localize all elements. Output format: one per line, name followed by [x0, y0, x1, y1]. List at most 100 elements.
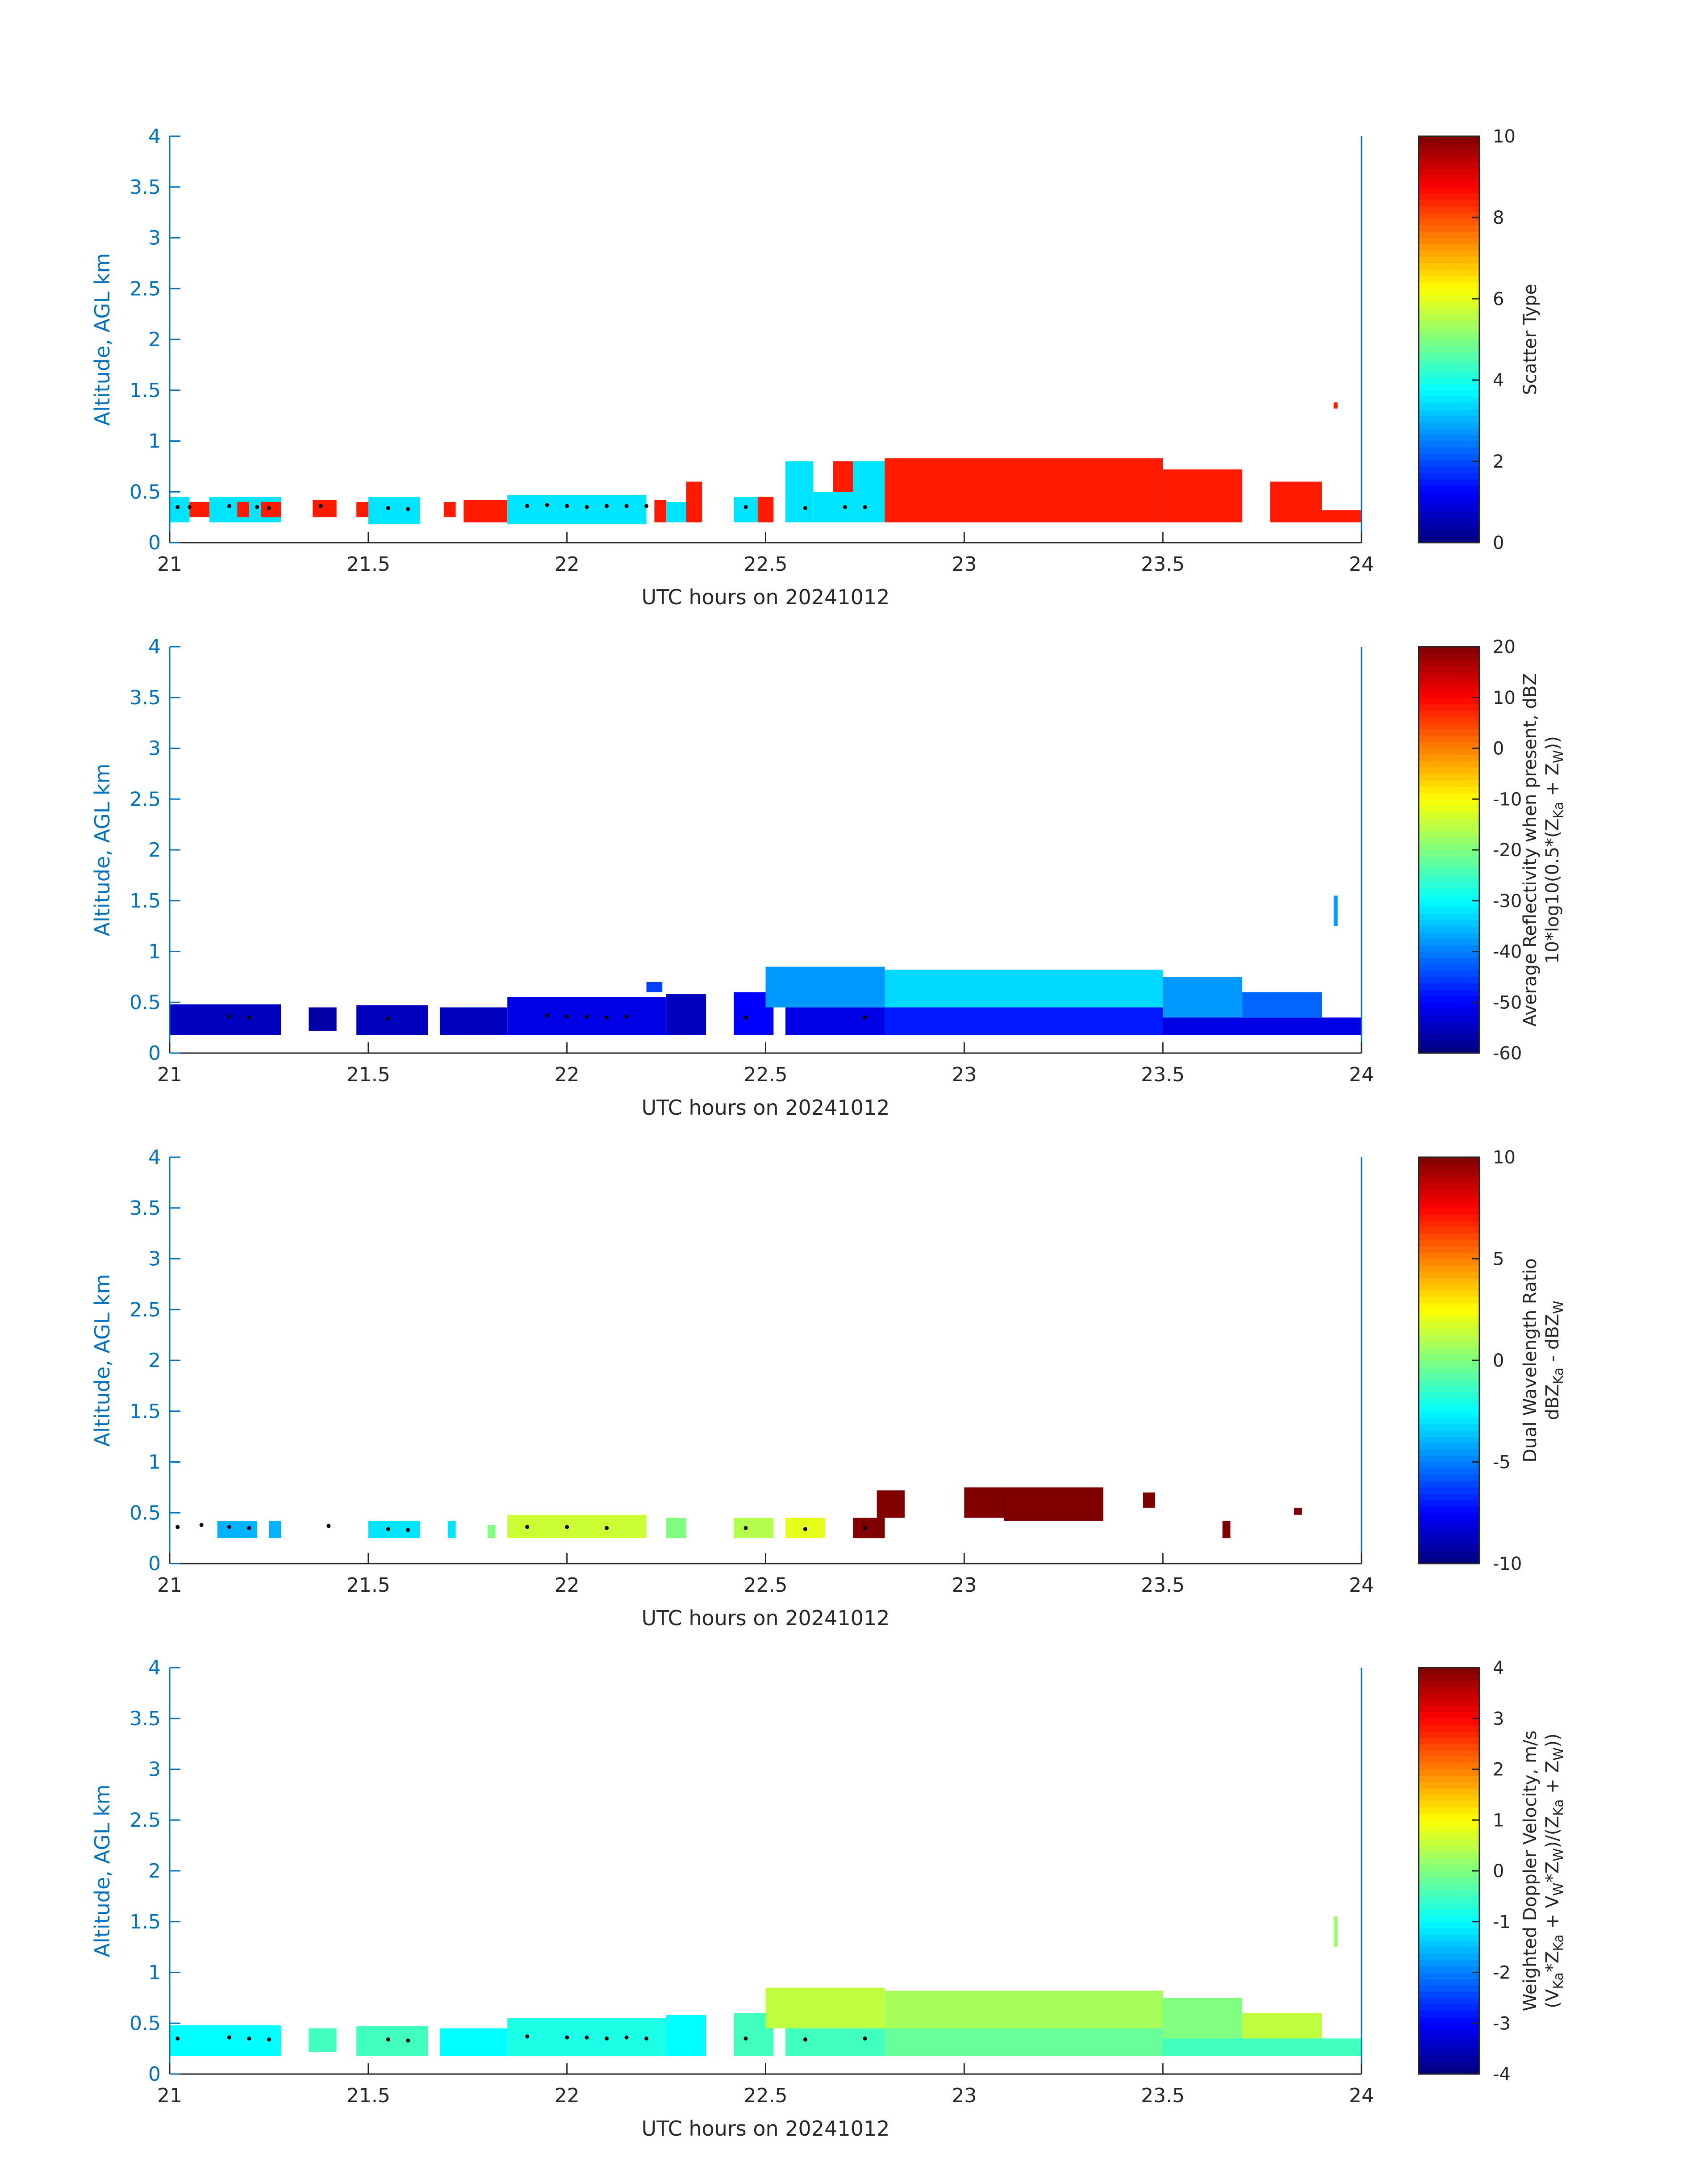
colorbar-frame [1418, 135, 1480, 544]
colorbar-segment [1419, 244, 1479, 251]
x-tick-label: 23.5 [1141, 1063, 1185, 1086]
y-tick-label: 2 [148, 328, 161, 351]
colorbar-segment [1419, 1769, 1479, 1776]
layer-top-dot [624, 504, 629, 508]
colorbar-segment [1419, 926, 1479, 933]
layer-top-dots [175, 503, 867, 511]
heatmap-cell [666, 1518, 686, 1539]
x-axis-label: UTC hours on 20241012 [642, 1096, 890, 1120]
colorbar-label: Weighted Doppler Velocity, m/s (VKa*ZKa +… [1520, 1731, 1566, 2012]
x-tick-label: 21.5 [347, 1574, 390, 1597]
heatmap-cell [217, 1521, 257, 1539]
colorbar-segment [1419, 1034, 1479, 1041]
colorbar-segment [1419, 460, 1479, 467]
colorbar-segment [1419, 989, 1479, 996]
colorbar-segment [1419, 1002, 1479, 1009]
colorbar-segment [1419, 685, 1479, 692]
x-axis-label: UTC hours on 20241012 [642, 2116, 890, 2141]
colorbar-segment [1419, 2049, 1479, 2055]
x-tick-label: 21.5 [347, 1063, 390, 1086]
colorbar-segment [1419, 1712, 1479, 1719]
colorbar-segment [1419, 900, 1479, 908]
colorbar-segment [1419, 1271, 1479, 1278]
colorbar-segment [1419, 1750, 1479, 1757]
colorbar-segment [1419, 907, 1479, 914]
layer-top-dot [863, 1526, 867, 1530]
colorbar-segment [1419, 850, 1479, 857]
colorbar-segment [1419, 1259, 1479, 1266]
heatmap-cell [877, 1490, 905, 1518]
colorbar-segment [1419, 831, 1479, 838]
x-tick-label: 21.5 [347, 553, 390, 576]
colorbar-tick-label: 4 [1493, 370, 1504, 391]
colorbar-segment [1419, 2061, 1479, 2068]
colorbar-tick-label: 20 [1493, 637, 1516, 657]
heatmap-cell [507, 1514, 647, 1539]
colorbar-segment [1419, 1157, 1479, 1164]
layer-top-dot [255, 505, 259, 509]
colorbar-segment [1419, 1443, 1479, 1450]
x-tick-label: 21 [157, 1063, 182, 1086]
x-tick-label: 24 [1349, 1063, 1374, 1086]
layer-top-dot [406, 2038, 410, 2043]
colorbar-segment [1419, 983, 1479, 990]
heatmap-cell [309, 2028, 337, 2052]
layer-top-dot [318, 504, 323, 508]
colorbar: 0 2 4 6 8 10 Scatter Type [1418, 126, 1541, 553]
colorbar-segment [1419, 729, 1479, 736]
colorbar-tick-label: -2 [1493, 1963, 1511, 1983]
colorbar-segment [1419, 837, 1479, 844]
heatmap-cell [686, 481, 702, 523]
y-tick-label: 0.5 [129, 1501, 161, 1524]
layer-top-dot [386, 1016, 390, 1021]
colorbar-segment [1419, 377, 1479, 385]
colorbar-segment [1419, 1385, 1479, 1393]
layer-top-dot [605, 2036, 609, 2041]
layer-top-dot [605, 1526, 609, 1530]
y-tick-label: 0 [148, 1042, 161, 1065]
heatmap-cell [309, 1007, 337, 1031]
colorbar-segment [1419, 1668, 1479, 1674]
colorbar-segment [1419, 492, 1479, 499]
colorbar-segment [1419, 289, 1479, 296]
colorbar-segment [1419, 1921, 1479, 1928]
colorbar-segment [1419, 263, 1479, 270]
layer-top-dot [743, 1526, 748, 1530]
y-tick-label: 4 [148, 125, 161, 148]
colorbar-segment [1419, 517, 1479, 524]
layer-top-dot [199, 1523, 204, 1527]
layer-top-dot [605, 504, 609, 508]
colorbar-segment [1419, 466, 1479, 473]
colorbar-segment [1419, 1826, 1479, 1833]
colorbar: -10 -5 0 5 10 Dual Wavelength Ratio dBZKa - dB… [1418, 1147, 1566, 1574]
colorbar-segment [1419, 672, 1479, 679]
colorbar-segment [1419, 1335, 1479, 1342]
x-tick-label: 23.5 [1141, 553, 1185, 576]
colorbar-label-line1: Dual Wavelength Ratio [1520, 1258, 1541, 1462]
colorbar-tick-label: -30 [1493, 891, 1522, 912]
colorbar-segment [1419, 415, 1479, 422]
layer-top-dot [843, 505, 847, 509]
colorbar-segment [1419, 786, 1479, 793]
colorbar-segment [1419, 473, 1479, 480]
colorbar-segment [1419, 894, 1479, 901]
colorbar-segment [1419, 193, 1479, 200]
colorbar-segment [1419, 307, 1479, 314]
colorbar-segment [1419, 1915, 1479, 1922]
y-tick-label: 1.5 [129, 890, 161, 912]
heatmap-cell [1242, 2013, 1322, 2039]
colorbar-segment [1419, 447, 1479, 454]
y-tick-label: 2.5 [129, 788, 161, 811]
heatmap-cell [765, 966, 885, 1008]
colorbar-segment [1419, 536, 1479, 543]
colorbar-segment [1419, 1551, 1479, 1558]
layer-top-dot [644, 504, 649, 508]
y-axis-label: Altitude, AGL km [90, 763, 114, 936]
colorbar-segment [1419, 1794, 1479, 1802]
colorbar-segment [1419, 1864, 1479, 1871]
colorbar-segment [1419, 774, 1479, 781]
layer-top-dot [525, 2034, 530, 2039]
layer-top-dot [743, 1015, 748, 1020]
